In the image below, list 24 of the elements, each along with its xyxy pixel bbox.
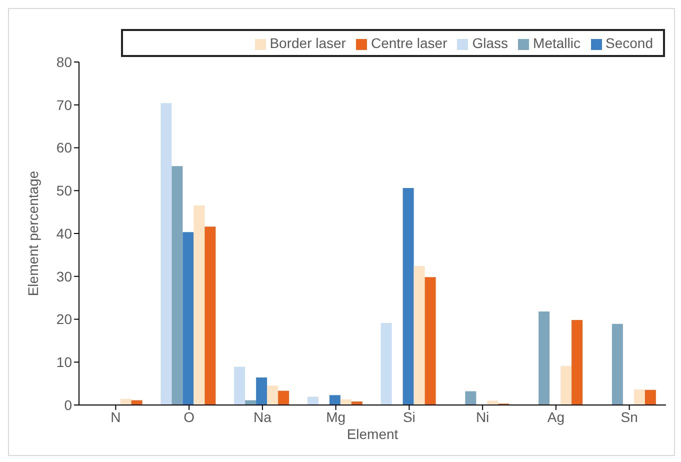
- y-tick-label: 70: [56, 96, 72, 113]
- legend-label: Glass: [472, 35, 508, 51]
- x-tick-label: Si: [402, 408, 416, 425]
- y-axis-title: Element percentage: [24, 170, 41, 296]
- x-axis-title: Element: [346, 426, 398, 442]
- y-tick-label: 10: [56, 354, 72, 370]
- x-tick-label: Sn: [620, 408, 638, 425]
- legend-label: Second: [606, 35, 653, 51]
- y-tick-label: 80: [56, 54, 72, 70]
- legend-label: Border laser: [270, 35, 346, 51]
- y-tick-label: 50: [56, 182, 72, 199]
- legend-label: Centre laser: [370, 35, 448, 51]
- x-tick-label: O: [184, 408, 195, 425]
- y-tick-label: 60: [56, 140, 72, 156]
- x-tick-label: Mg: [326, 408, 346, 425]
- y-tick-label: 30: [56, 268, 72, 284]
- x-tick-label: N: [110, 408, 121, 425]
- x-tick-label: Ag: [547, 408, 564, 425]
- y-tick-label: 0: [64, 396, 72, 413]
- y-tick-label: 40: [56, 225, 72, 242]
- y-tick-label: 20: [56, 311, 72, 328]
- x-tick-label: Ni: [476, 408, 490, 425]
- legend-label: Metallic: [533, 35, 581, 51]
- x-tick-label: Na: [253, 408, 272, 425]
